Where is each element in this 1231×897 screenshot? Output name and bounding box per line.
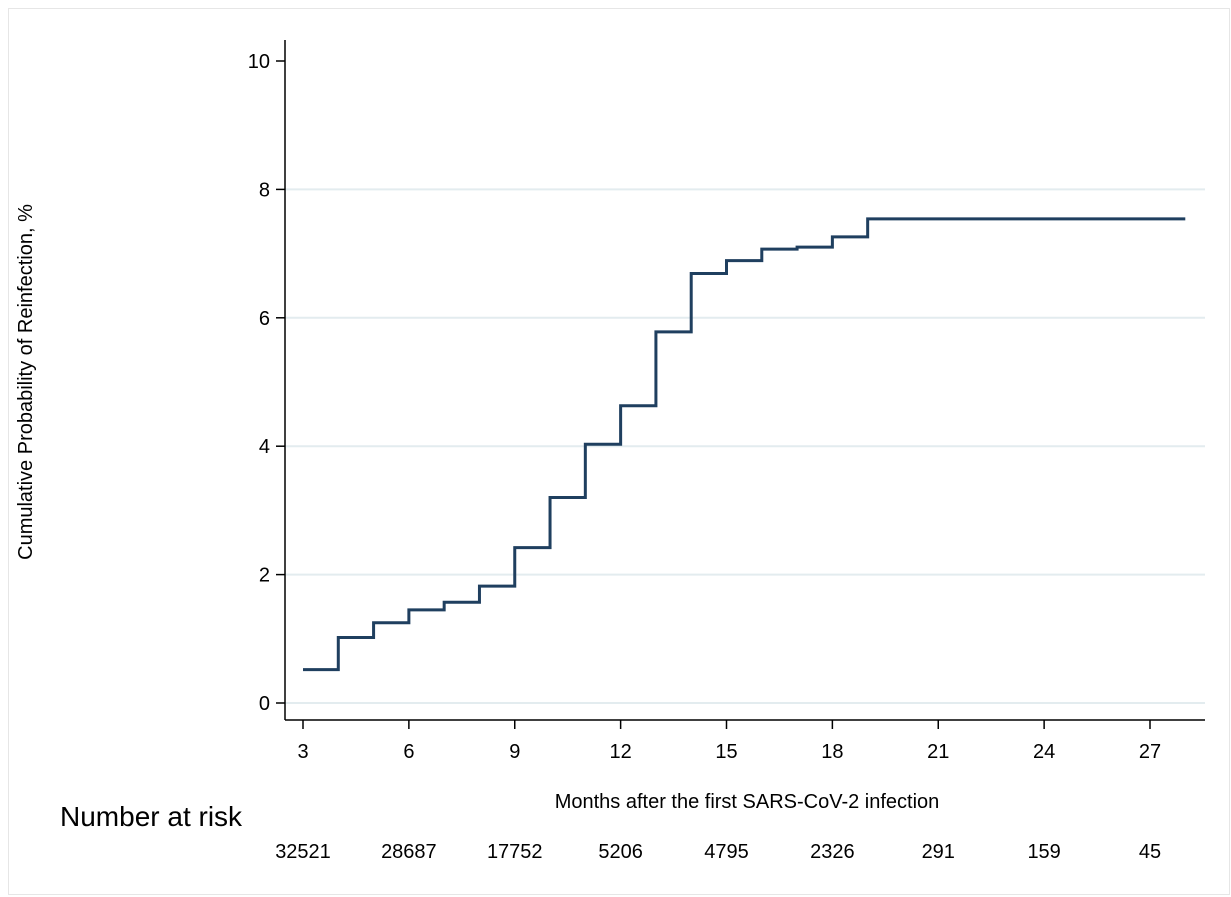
x-tick-label-21: 21: [927, 741, 949, 763]
x-tick-label-18: 18: [821, 741, 843, 763]
y-ticks: 0 2 4 6 8 10: [248, 51, 285, 715]
x-tick-label-27: 27: [1139, 741, 1161, 763]
number-at-risk-6: 28687: [381, 841, 437, 863]
number-at-risk-15: 4795: [704, 841, 749, 863]
chart-frame: [8, 8, 1230, 895]
number-at-risk-values: 32521 28687 17752 5206 4795 2326 291 159 45: [275, 841, 1161, 863]
y-tick-label-4: 4: [259, 436, 270, 458]
number-at-risk-3: 32521: [275, 841, 331, 863]
axes: [284, 40, 1205, 721]
grid-lines: [285, 188, 1205, 704]
y-tick-label-8: 8: [259, 179, 270, 201]
y-axis-label: Cumulative Probability of Reinfection, %: [15, 204, 37, 560]
x-tick-label-12: 12: [610, 741, 632, 763]
x-tick-label-3: 3: [297, 741, 308, 763]
y-tick-label-2: 2: [259, 565, 270, 587]
y-tick-label-10: 10: [248, 51, 270, 73]
x-tick-label-9: 9: [509, 741, 520, 763]
x-tick-label-6: 6: [403, 741, 414, 763]
number-at-risk-21: 291: [922, 841, 955, 863]
y-tick-label-0: 0: [259, 693, 270, 715]
number-at-risk-18: 2326: [810, 841, 855, 863]
number-at-risk-9: 17752: [487, 841, 543, 863]
x-axis-label: Months after the first SARS-CoV-2 infect…: [555, 791, 940, 813]
number-at-risk-12: 5206: [598, 841, 643, 863]
y-tick-label-6: 6: [259, 308, 270, 330]
number-at-risk-27: 45: [1139, 841, 1161, 863]
number-at-risk-title: Number at risk: [60, 801, 243, 832]
x-ticks: 3 6 9 12 15 18 21 24 27: [297, 720, 1161, 763]
x-tick-label-24: 24: [1033, 741, 1055, 763]
x-tick-label-15: 15: [715, 741, 737, 763]
cumulative-reinfection-curve: [303, 217, 1186, 672]
number-at-risk-24: 159: [1027, 841, 1060, 863]
